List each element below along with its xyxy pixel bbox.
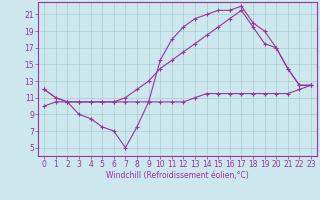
X-axis label: Windchill (Refroidissement éolien,°C): Windchill (Refroidissement éolien,°C) [106,171,249,180]
